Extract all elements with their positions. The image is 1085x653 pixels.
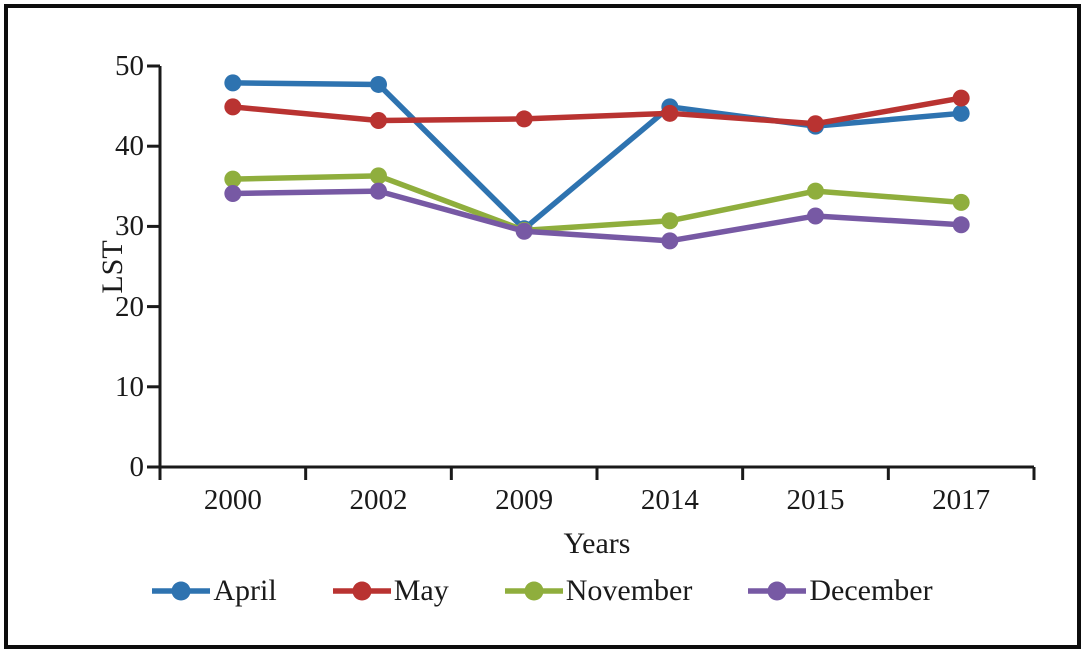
figure-border (4, 4, 1081, 649)
data-point-december (661, 232, 679, 250)
data-point-december (952, 216, 970, 234)
legend-item-november: November (504, 574, 693, 608)
data-point-may (224, 98, 242, 116)
series-line-april (230, 80, 964, 232)
series-line-december (230, 188, 964, 244)
y-tick-label: 30 (115, 210, 144, 243)
data-point-december (224, 185, 242, 203)
data-point-december (370, 182, 387, 200)
x-tick-label: 2000 (203, 484, 262, 516)
y-tick-label: 50 (115, 50, 144, 82)
x-tick-label: 2009 (495, 484, 554, 516)
y-tick-label: 10 (115, 370, 144, 403)
y-tick-label: 0 (129, 451, 145, 483)
data-point-may (515, 110, 533, 128)
y-tick-label: 20 (115, 290, 144, 323)
data-point-may (952, 89, 970, 107)
data-point-april (370, 75, 387, 93)
data-point-december (515, 222, 533, 240)
x-tick-label: 2017 (932, 484, 991, 516)
x-axis-title: Years (563, 527, 631, 560)
data-point-november (807, 182, 824, 200)
data-point-april (952, 104, 970, 122)
series-line-november (230, 173, 964, 234)
legend-marker-december-icon (748, 581, 807, 601)
x-tick-label: 2014 (640, 484, 699, 516)
data-point-april (224, 74, 242, 92)
data-point-december (807, 207, 824, 225)
legend-label-december: December (809, 574, 933, 607)
x-tick-label: 2015 (786, 484, 845, 516)
data-point-november (952, 193, 970, 211)
series-line-may (230, 95, 964, 127)
x-tick-label: 2002 (349, 484, 408, 516)
data-point-may (807, 115, 824, 133)
y-axis-title: LST (96, 240, 129, 294)
data-point-may (661, 104, 679, 122)
legend-label-april: April (213, 574, 277, 607)
legend-label-november: November (565, 574, 693, 607)
legend-marker-november-icon (504, 581, 563, 601)
data-point-november (370, 167, 387, 185)
legend-marker-april-icon (152, 581, 211, 601)
legend: April May November December (0, 574, 1085, 608)
legend-label-may: May (393, 574, 449, 607)
data-point-november (661, 212, 679, 230)
data-point-november (224, 170, 242, 188)
legend-item-december: December (748, 574, 933, 608)
legend-item-may: May (332, 574, 449, 608)
data-point-may (370, 112, 387, 130)
legend-marker-may-icon (332, 581, 391, 601)
y-tick-label: 40 (115, 130, 144, 163)
legend-item-april: April (152, 574, 277, 608)
